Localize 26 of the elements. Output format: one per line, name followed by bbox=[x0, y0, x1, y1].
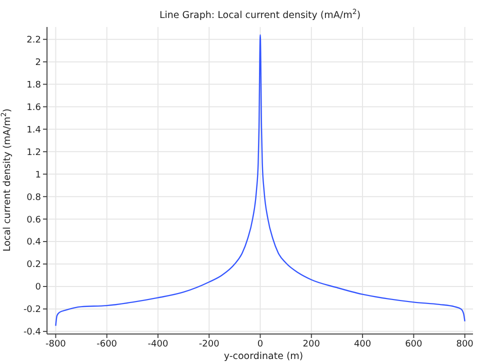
x-tick-label: -200 bbox=[198, 339, 220, 350]
chart-title: Line Graph: Local current density (mA/m$^{2}$) bbox=[159, 8, 361, 21]
x-tick-label: 200 bbox=[302, 339, 320, 350]
y-tick-label: 0.2 bbox=[26, 260, 41, 270]
y-tick-label: 1.6 bbox=[26, 102, 42, 113]
x-tick-label: 600 bbox=[405, 339, 423, 350]
y-tick-label: 0.4 bbox=[26, 238, 42, 248]
y-tick-label: 1.2 bbox=[26, 148, 41, 158]
x-tick-label: 0 bbox=[257, 339, 264, 350]
x-tick-label: -600 bbox=[96, 339, 118, 350]
y-tick-label: 1 bbox=[35, 170, 41, 180]
y-tick-label: 0 bbox=[35, 282, 42, 293]
y-tick-label: 2 bbox=[35, 58, 41, 68]
x-tick-label: -800 bbox=[45, 339, 66, 350]
y-tick-label: -0.2 bbox=[23, 305, 41, 316]
x-tick-label: 400 bbox=[354, 339, 372, 350]
line-series bbox=[55, 34, 466, 326]
y-tick-label: 0.8 bbox=[26, 192, 42, 203]
y-tick-label: 1.4 bbox=[26, 125, 42, 136]
y-tick-label: -0.4 bbox=[23, 328, 42, 338]
y-tick-label: 1.8 bbox=[26, 80, 42, 90]
y-tick-label: 2.2 bbox=[26, 36, 41, 46]
x-tick-label: 800 bbox=[456, 339, 474, 350]
y-tick-label: 0.6 bbox=[26, 215, 42, 226]
x-tick-label: -400 bbox=[148, 339, 168, 350]
x-axis-title: y-coordinate (m) bbox=[224, 351, 304, 362]
